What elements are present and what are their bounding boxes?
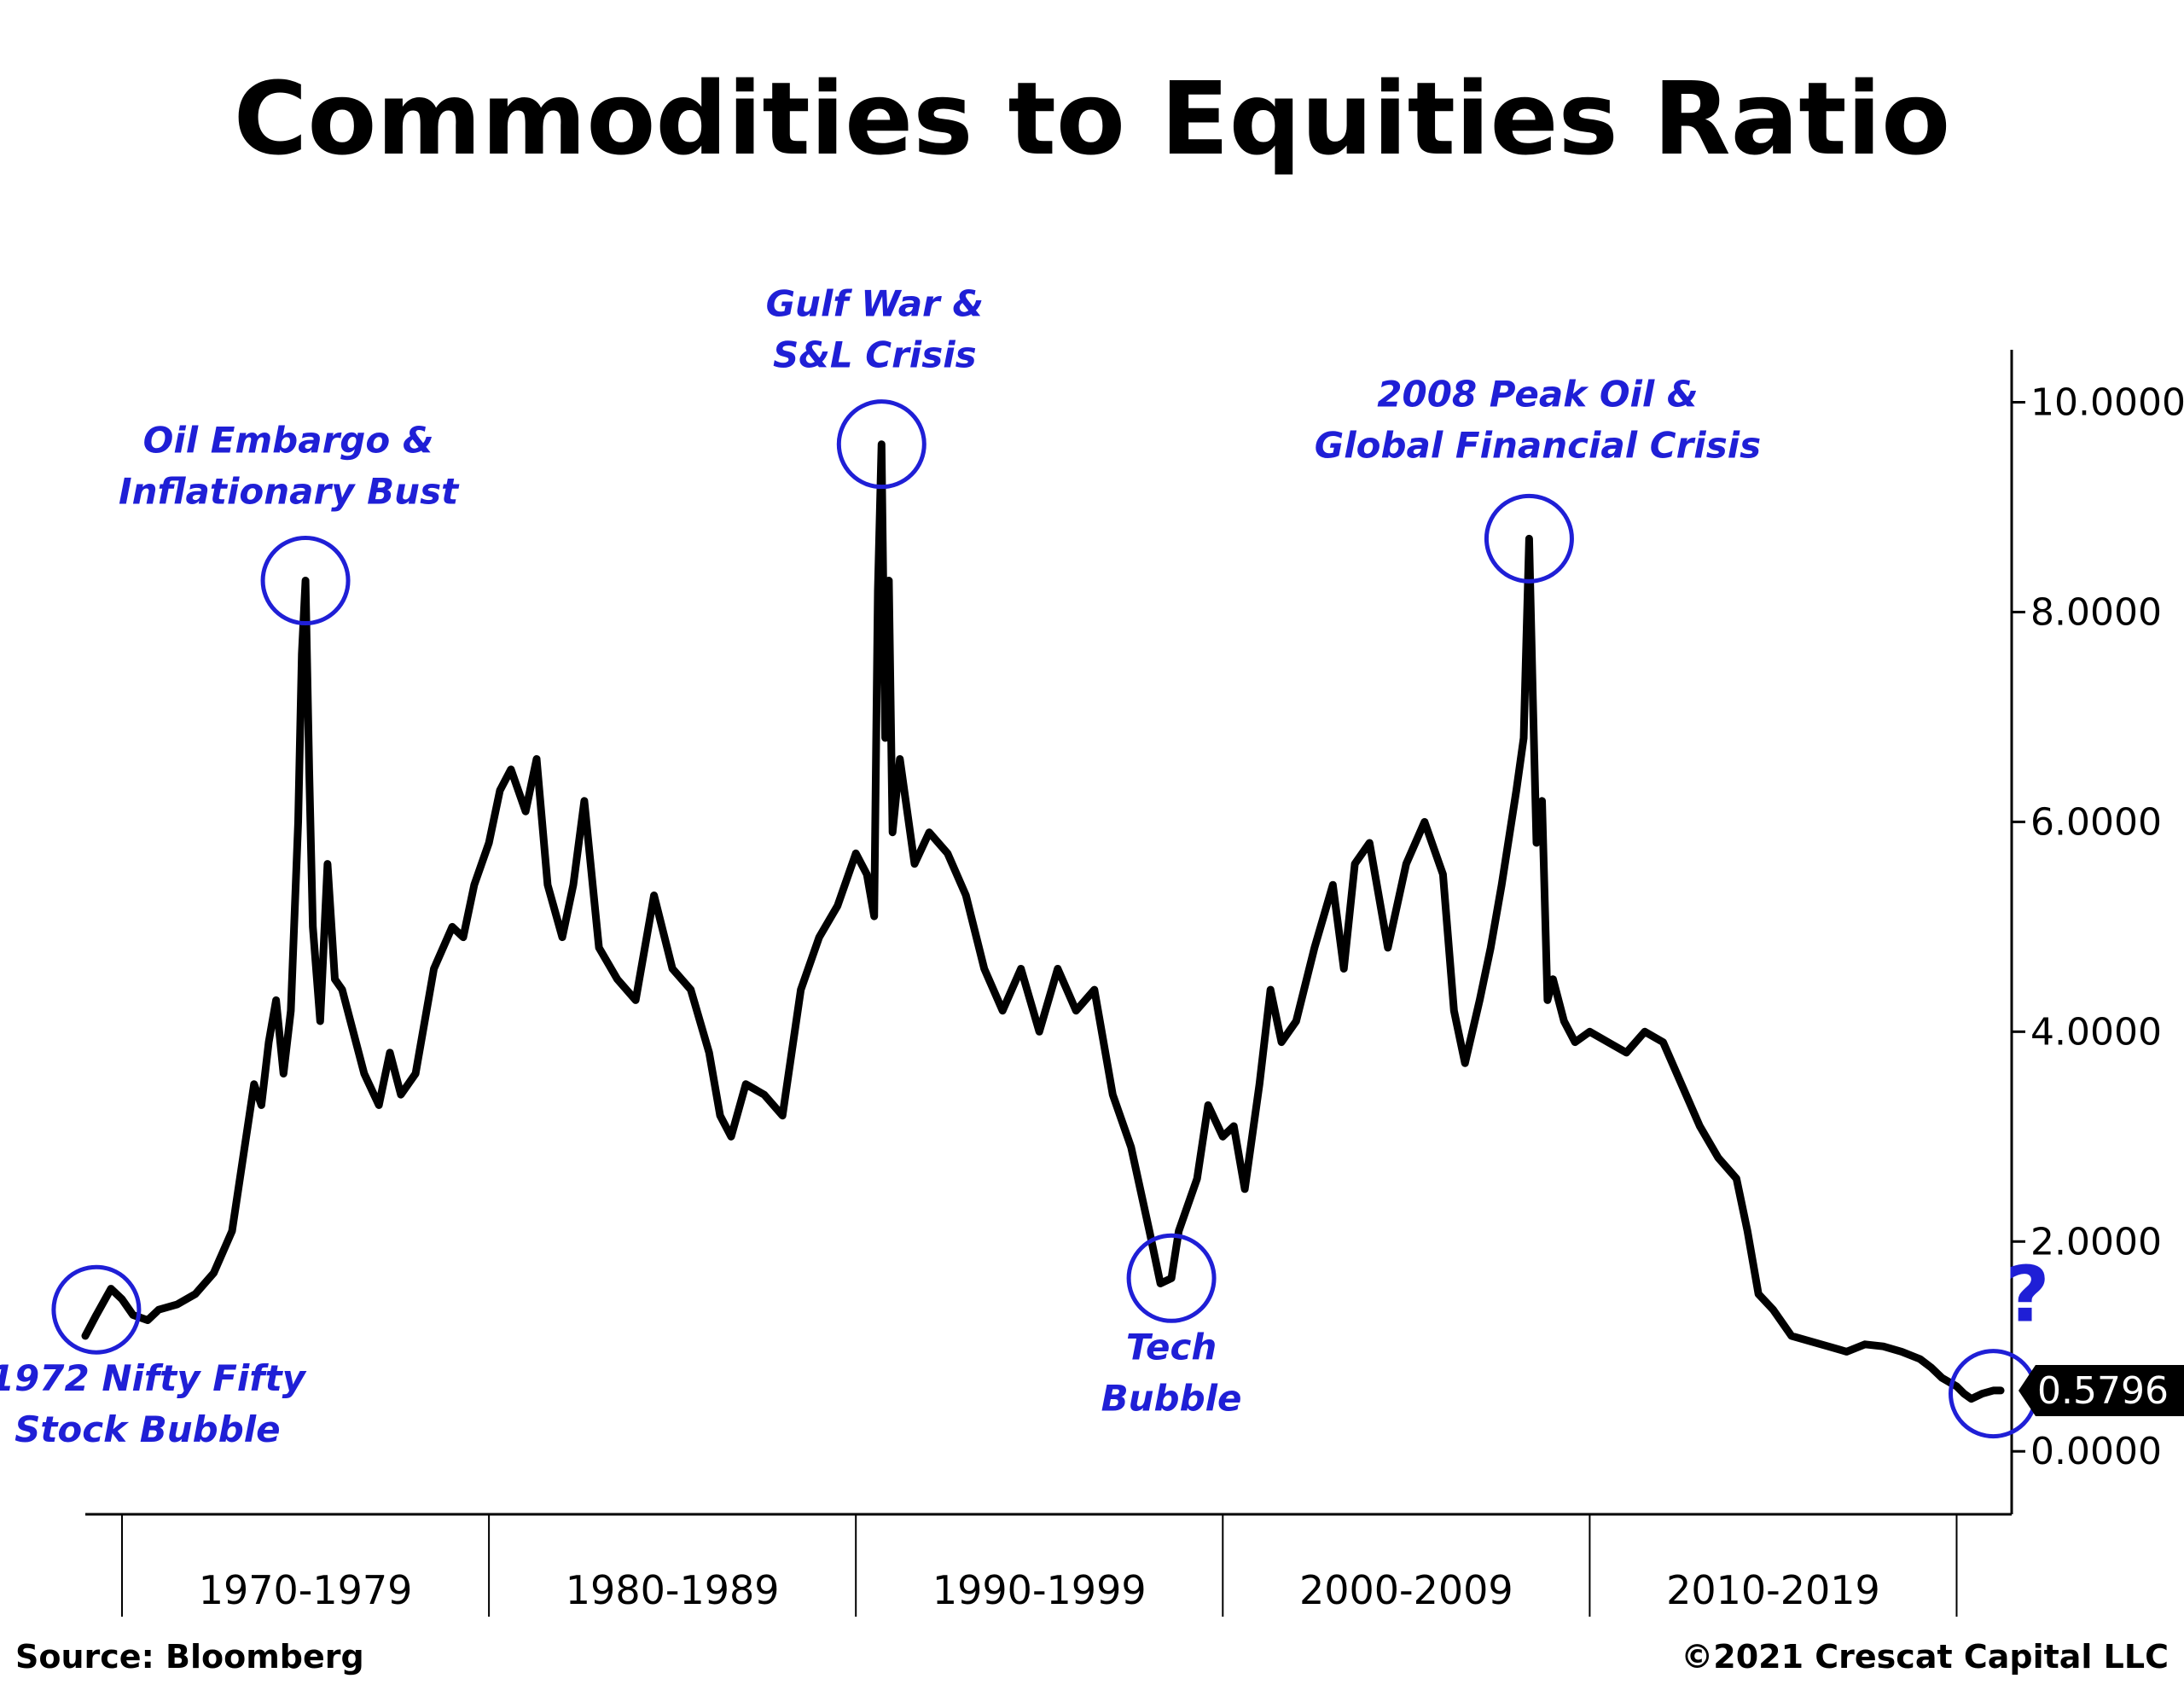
annotation-circle [836,399,926,490]
last-value-marker: 0.5796 [2018,1364,2184,1416]
annotation-label: Global Financial Crisis [1315,424,1761,466]
annotation-circle [1126,1233,1217,1323]
x-category-label: 2010-2019 [1666,1567,1880,1613]
y-tick-label: 8.0000 [2030,590,2162,634]
series-line [81,440,2005,1403]
annotation-label: Inflationary Bust [119,471,460,513]
series-layer [81,440,2005,1403]
annotation-circle [260,536,351,626]
annotation-label: Oil Embargo & [143,420,434,462]
y-tick-label: 0.0000 [2030,1430,2162,1473]
x-axis-ticks: 1970-1979 1980-1989 1990-1999 2000-2009 2010… [121,1514,1958,1617]
y-tick-label: 6.0000 [2030,800,2162,844]
source-note: Source: Bloomberg [15,1638,364,1676]
copyright-note: ©2021 Crescat Capital LLC [1681,1638,2169,1676]
annotations: 1972 Nifty Fifty Stock Bubble Oil Embargo … [0,283,2050,1451]
annotation-label: S&L Crisis [773,334,977,376]
annotation-circle [51,1264,142,1355]
chart-title: Commodities to Equities Ratio [234,60,1950,177]
x-category-label: 1990-1999 [932,1567,1147,1613]
annotation-circle [1484,493,1574,584]
annotation-label: ? [2005,1251,2049,1340]
x-category-label: 1970-1979 [199,1567,413,1613]
y-tick-label: 10.0000 [2030,380,2184,424]
x-category-label: 2000-2009 [1299,1567,1513,1613]
x-category-label: 1980-1989 [566,1567,780,1613]
annotation-label: 1972 Nifty Fifty [0,1357,307,1399]
annotation-label: 2008 Peak Oil & [1377,373,1698,415]
annotation-label: Bubble [1101,1377,1242,1419]
y-axis-ticks: 0.0000 2.0000 4.0000 6.0000 8.0000 10.0000 [2012,380,2184,1473]
last-value-box [2018,1364,2184,1416]
annotation-label: Stock Bubble [15,1408,281,1450]
last-value-label: 0.5796 [2037,1369,2169,1413]
annotation-label: Gulf War & [766,283,984,325]
annotation-label: Tech [1126,1326,1217,1368]
y-tick-label: 2.0000 [2030,1220,2162,1263]
y-tick-label: 4.0000 [2030,1010,2162,1054]
